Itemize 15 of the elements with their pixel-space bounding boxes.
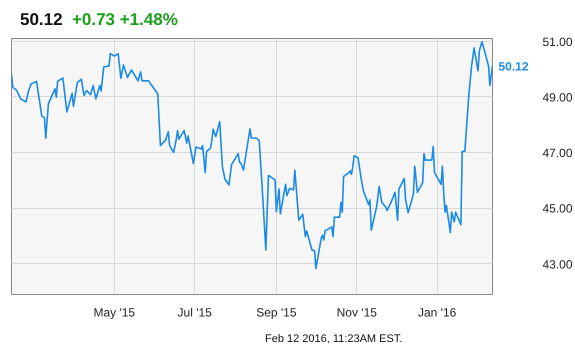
x-tick-label: Jul '15 (178, 306, 212, 320)
y-tick-label: 45.00 (542, 202, 573, 216)
chart-subtitle: +0.73 +1.48% (72, 10, 178, 29)
x-tick-label: May '15 (93, 306, 136, 320)
y-tick-label: 43.00 (542, 257, 573, 272)
annotation: 50.12 (498, 59, 529, 74)
x-tick-label: Sep '15 (256, 306, 297, 320)
y-tick-label: 47.00 (542, 146, 573, 160)
x-tick-label: Jan '16 (418, 306, 457, 320)
line-series (12, 41, 492, 270)
chart-title: 50.12 (20, 10, 63, 29)
y-tick-label: 51.00 (542, 34, 573, 49)
y-tick-label: 49.00 (542, 90, 573, 104)
x-tick-label: Nov '15 (336, 306, 378, 320)
text: Feb 12 2016, 11:23AM EST. (264, 332, 402, 347)
